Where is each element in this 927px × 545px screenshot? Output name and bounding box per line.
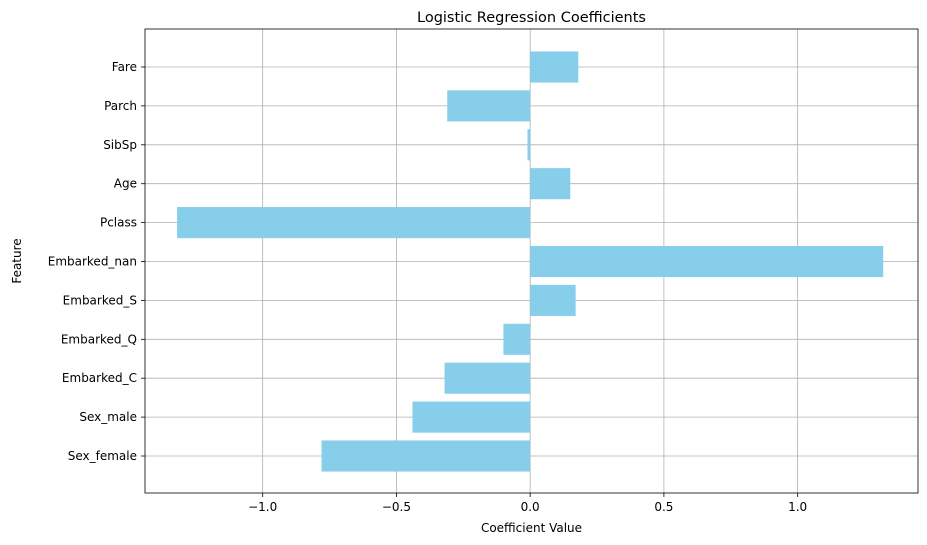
y-axis-label: Feature [10, 238, 24, 283]
y-tick-label-embarked-c: Embarked_C [62, 371, 137, 385]
x-tick-label: 1.0 [788, 500, 807, 514]
bar-embarked-c [444, 362, 531, 394]
x-tick-label: 0.5 [654, 500, 673, 514]
bar-sex-male [412, 401, 531, 433]
x-tick-label: −0.5 [382, 500, 411, 514]
bar-age [530, 168, 571, 200]
y-tick-label-embarked-nan: Embarked_nan [48, 255, 137, 269]
bar-pclass [177, 207, 531, 239]
bar-embarked-s [530, 284, 576, 316]
bar-sibsp [527, 129, 531, 161]
chart-title: Logistic Regression Coefficients [417, 10, 646, 26]
x-axis-label: Coefficient Value [481, 521, 582, 535]
tick-layer: −1.0 −0.5 0.0 0.5 1.0 Sex_female Sex_male Embar… [48, 60, 807, 514]
bar-layer [177, 51, 884, 472]
x-tick-label: −1.0 [248, 500, 277, 514]
bar-embarked-q [503, 323, 531, 355]
y-tick-label-fare: Fare [112, 60, 137, 74]
bar-fare [530, 51, 579, 83]
plot-frame [144, 28, 919, 494]
bar-sex-female [321, 440, 531, 472]
x-tick-label: 0.0 [521, 500, 540, 514]
bar-embarked-nan [530, 245, 884, 278]
y-tick-label-embarked-q: Embarked_Q [61, 332, 137, 346]
y-tick-label-sibsp: SibSp [103, 138, 137, 152]
y-tick-label-age: Age [114, 177, 137, 191]
y-tick-label-embarked-s: Embarked_S [63, 293, 137, 307]
y-tick-label-sex-male: Sex_male [79, 410, 137, 424]
y-tick-label-pclass: Pclass [100, 216, 137, 230]
y-tick-label-parch: Parch [104, 99, 137, 113]
bar-parch [447, 90, 531, 122]
y-tick-label-sex-female: Sex_female [68, 449, 137, 463]
